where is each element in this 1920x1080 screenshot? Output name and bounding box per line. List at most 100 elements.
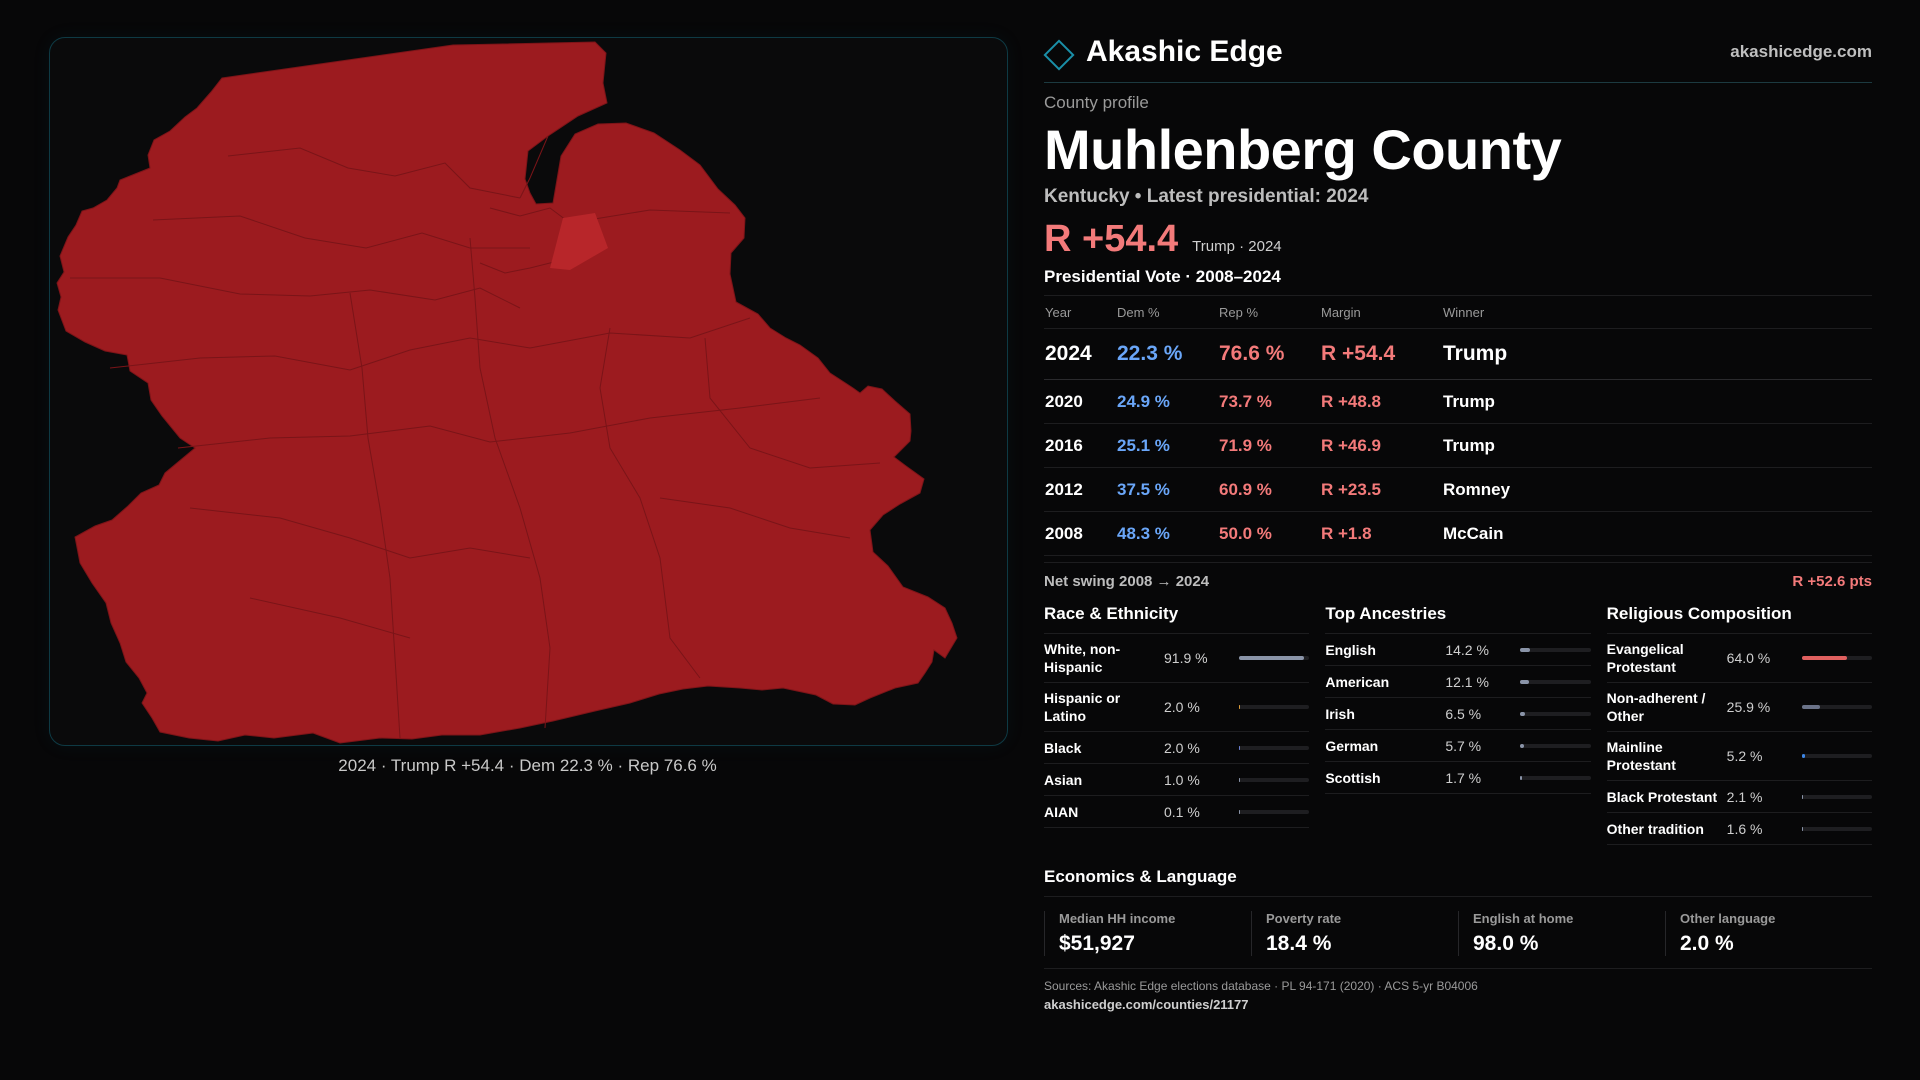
race-bar-fill	[1239, 777, 1240, 782]
ancestry-value: 14.2 %	[1445, 641, 1489, 658]
row-winner: Trump	[1442, 423, 1872, 468]
stat-value: $51,927	[1059, 932, 1135, 955]
ancestry-list: English 14.2 % American 12.1 % Irish 6.5 % Ger…	[1325, 634, 1591, 794]
col-dem: Dem %	[1116, 296, 1218, 329]
race-list: White, non-Hispanic 91.9 % Hispanic or Lat…	[1044, 634, 1310, 828]
row-margin: R +46.9	[1320, 423, 1442, 468]
race-row: AIAN 0.1 %	[1044, 796, 1310, 828]
stat-label: English at home	[1473, 911, 1574, 926]
ancestry-bar-fill	[1520, 647, 1531, 652]
ancestry-label: German	[1325, 737, 1379, 754]
diamond-logo-icon	[1043, 39, 1075, 71]
header: Akashic Edge akashicedge.com	[1043, 30, 1872, 83]
profile-eyebrow: County profile	[1044, 93, 1149, 112]
ancestry-title: Top Ancestries	[1325, 604, 1591, 634]
ancestry-label: English	[1325, 641, 1376, 658]
votes-section-title: Presidential Vote · 2008–2024	[1044, 267, 1872, 296]
race-value: 0.1 %	[1164, 803, 1200, 820]
ancestry-row: Irish 6.5 %	[1325, 698, 1591, 730]
religion-label: Mainline Protestant	[1606, 739, 1676, 773]
col-rep: Rep %	[1218, 296, 1320, 329]
row-margin: R +1.8	[1320, 511, 1442, 556]
ancestry-bar-fill	[1520, 679, 1529, 684]
race-label: Hispanic or Latino	[1044, 690, 1121, 724]
highlighted-precinct[interactable]	[550, 213, 608, 270]
net-swing: Net swing 2008 → 2024 R +52.6 pts	[1044, 562, 1872, 590]
stat-label: Other language	[1680, 911, 1776, 926]
county-shape[interactable]	[56, 41, 958, 744]
row-winner: McCain	[1442, 511, 1872, 556]
race-bar	[1239, 656, 1310, 660]
race-bar	[1239, 777, 1310, 782]
ancestry-row: English 14.2 %	[1325, 634, 1591, 666]
stat-value: 2.0 %	[1680, 932, 1734, 955]
race-ethnicity-panel: Race & Ethnicity White, non-Hispanic 91.9…	[1044, 604, 1310, 845]
race-bar-fill	[1239, 745, 1241, 750]
site-domain-link[interactable]: akashicedge.com	[1730, 42, 1872, 61]
county-map-svg[interactable]	[50, 38, 1007, 745]
row-margin: R +54.4	[1320, 328, 1442, 380]
religion-bar-fill	[1801, 826, 1803, 831]
economics-stats: Median HH income $51,927 Poverty rate 18…	[1044, 911, 1872, 969]
brand[interactable]: Akashic Edge	[1043, 35, 1283, 71]
stat-value: 18.4 %	[1266, 932, 1332, 955]
page-subtitle: Kentucky • Latest presidential: 2024	[1044, 186, 1369, 207]
col-year: Year	[1044, 296, 1116, 329]
stat-median-income: Median HH income $51,927	[1044, 911, 1251, 956]
religion-label: Non-adherent / Other	[1606, 690, 1706, 724]
row-dem: 22.3 %	[1116, 328, 1218, 380]
religion-label: Evangelical Protestant	[1606, 641, 1684, 675]
row-year: 2012	[1044, 467, 1116, 512]
religion-bar	[1801, 794, 1872, 799]
row-year: 2008	[1044, 511, 1116, 556]
ancestry-panel: Top Ancestries English 14.2 % American 12.1…	[1325, 604, 1591, 845]
col-margin: Margin	[1320, 296, 1442, 329]
row-year: 2016	[1044, 423, 1116, 468]
ancestry-value: 5.7 %	[1445, 737, 1482, 754]
row-rep: 76.6 %	[1218, 328, 1320, 380]
race-label: AIAN	[1044, 803, 1079, 820]
stat-english-at-home: English at home 98.0 %	[1458, 911, 1665, 956]
race-row: Black 2.0 %	[1044, 732, 1310, 764]
religion-label: Other tradition	[1606, 820, 1704, 837]
religion-row: Evangelical Protestant 64.0 %	[1606, 634, 1872, 683]
headline-margin-note: Trump · 2024	[1192, 238, 1282, 255]
race-bar	[1239, 705, 1310, 709]
precinct-boundary-line	[227, 147, 521, 199]
precinct-boundary-line	[519, 135, 549, 199]
race-value: 2.0 %	[1164, 739, 1200, 756]
religion-row: Non-adherent / Other 25.9 %	[1606, 683, 1872, 732]
ancestry-bar-fill	[1520, 711, 1525, 716]
row-dem: 48.3 %	[1116, 511, 1218, 556]
stat-label: Median HH income	[1059, 911, 1176, 926]
precinct-boundaries	[70, 135, 881, 739]
race-bar	[1239, 745, 1310, 750]
net-swing-value: R +52.6 pts	[1792, 573, 1872, 590]
row-winner: Romney	[1442, 467, 1872, 512]
ancestry-bar	[1520, 775, 1591, 780]
religion-bar	[1801, 705, 1872, 709]
county-map[interactable]	[49, 37, 1008, 746]
race-label: Black	[1044, 739, 1082, 756]
ancestry-row: American 12.1 %	[1325, 666, 1591, 698]
stat-label: Poverty rate	[1266, 911, 1342, 926]
profile-panel: Akashic Edge akashicedge.com County prof…	[1043, 30, 1872, 1012]
ancestry-value: 6.5 %	[1445, 705, 1482, 722]
ancestry-bar	[1520, 647, 1591, 652]
map-caption: 2024 · Trump R +54.4 · Dem 22.3 % · Rep …	[338, 756, 717, 775]
race-label: Asian	[1044, 771, 1083, 788]
row-rep: 73.7 %	[1218, 379, 1320, 424]
table-row: 2020 24.9 % 73.7 % R +48.8 Trump	[1044, 379, 1872, 424]
religion-bar-fill	[1801, 656, 1847, 660]
religion-row: Mainline Protestant 5.2 %	[1606, 732, 1872, 781]
precinct-boundary-line	[249, 597, 411, 639]
precinct-boundary-line	[152, 215, 530, 249]
religion-panel: Religious Composition Evangelical Protes…	[1606, 604, 1872, 845]
precinct-boundary-line	[189, 507, 531, 559]
county-url-link[interactable]: akashicedge.com/counties/21177	[1044, 997, 1249, 1012]
ancestry-bar-fill	[1520, 775, 1522, 780]
race-value: 2.0 %	[1164, 699, 1200, 715]
row-margin: R +23.5	[1320, 467, 1442, 512]
ancestry-value: 12.1 %	[1445, 673, 1489, 690]
religion-value: 64.0 %	[1726, 650, 1771, 666]
